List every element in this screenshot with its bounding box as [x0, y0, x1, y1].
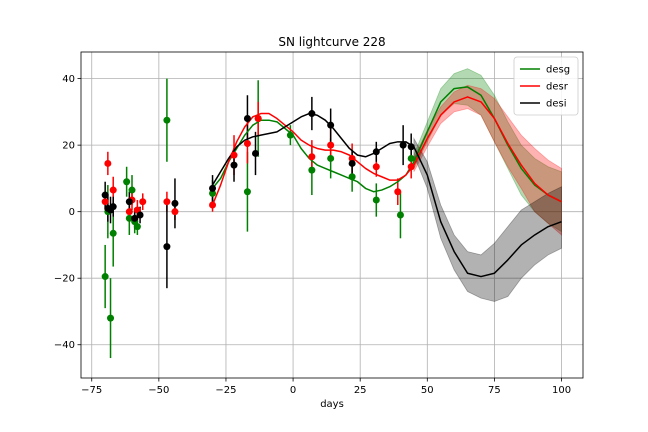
- x-tick-label: 0: [290, 385, 296, 396]
- point-desg: [396, 211, 404, 219]
- point-desr: [163, 198, 171, 206]
- point-desg: [123, 178, 131, 186]
- point-desr: [139, 198, 147, 206]
- point-desi: [101, 191, 109, 199]
- legend-label-desr: desr: [546, 82, 569, 93]
- y-axis-ticks: −40 −20 0 20 40: [54, 74, 81, 351]
- x-tick-label: 100: [552, 385, 571, 396]
- legend-box: [513, 56, 579, 116]
- point-desg: [372, 196, 380, 204]
- point-desi: [399, 141, 407, 149]
- point-desg: [125, 214, 133, 222]
- point-desr: [243, 139, 251, 147]
- line-desi: [211, 112, 562, 278]
- point-desi: [308, 110, 316, 118]
- point-desr: [327, 141, 335, 149]
- point-desg: [101, 273, 109, 281]
- legend-label-desg: desg: [546, 65, 570, 76]
- point-desi: [136, 211, 144, 219]
- uncertainty-bands: [413, 68, 562, 302]
- point-desg: [308, 166, 316, 174]
- point-desi: [407, 143, 415, 151]
- point-desr: [348, 154, 356, 162]
- point-desg: [243, 188, 251, 196]
- x-axis-ticks: −75 −50 −25 0 25 50 75 100: [81, 378, 571, 396]
- point-desr: [407, 163, 415, 171]
- point-desi: [109, 203, 117, 211]
- legend-label-desi: desi: [546, 99, 567, 110]
- point-desi: [243, 115, 251, 123]
- point-desi: [230, 161, 238, 169]
- point-desr: [109, 186, 117, 194]
- y-tick-label: −20: [54, 274, 75, 285]
- point-desg: [348, 173, 356, 181]
- line-desr: [211, 96, 562, 206]
- band-desi: [413, 136, 562, 302]
- point-desg: [209, 189, 217, 197]
- point-desi: [163, 243, 171, 251]
- band-desr: [413, 84, 562, 236]
- point-desi: [348, 159, 356, 167]
- point-desg: [163, 116, 171, 124]
- plot-frame: [80, 51, 584, 379]
- point-desr: [101, 198, 109, 206]
- point-desg: [286, 131, 294, 139]
- point-desg: [109, 229, 117, 237]
- point-desi: [131, 214, 139, 222]
- x-tick-label: −25: [215, 385, 236, 396]
- point-desr: [104, 159, 112, 167]
- legend: desg desr desi: [513, 56, 579, 116]
- x-tick-label: −75: [81, 385, 102, 396]
- point-desg: [133, 223, 141, 231]
- band-desg: [413, 68, 562, 233]
- y-tick-label: 20: [62, 141, 75, 152]
- point-desr: [394, 188, 402, 196]
- x-tick-label: 50: [421, 385, 434, 396]
- x-axis-label: days: [320, 399, 344, 410]
- y-tick-label: 40: [62, 74, 75, 85]
- point-desg: [407, 154, 415, 162]
- point-desr: [308, 153, 316, 161]
- y-tick-label: 0: [69, 207, 75, 218]
- data-points: [101, 110, 415, 322]
- point-desi: [372, 148, 380, 156]
- point-desg: [107, 314, 115, 322]
- point-desi: [125, 198, 133, 206]
- x-tick-label: 25: [354, 385, 367, 396]
- point-desr: [254, 115, 262, 123]
- point-desg: [327, 154, 335, 162]
- point-desi: [209, 184, 217, 192]
- point-desg: [128, 186, 136, 194]
- point-desr: [125, 208, 133, 216]
- y-tick-label: −40: [54, 340, 75, 351]
- point-desr: [372, 163, 380, 171]
- point-desr: [230, 151, 238, 159]
- x-tick-label: −50: [148, 385, 169, 396]
- chart-title: SN lightcurve 228: [278, 35, 385, 49]
- point-desi: [171, 199, 179, 207]
- point-desi: [327, 121, 335, 129]
- point-desr: [209, 201, 217, 209]
- point-desr: [171, 208, 179, 216]
- x-tick-label: 75: [488, 385, 501, 396]
- point-desi: [251, 149, 259, 157]
